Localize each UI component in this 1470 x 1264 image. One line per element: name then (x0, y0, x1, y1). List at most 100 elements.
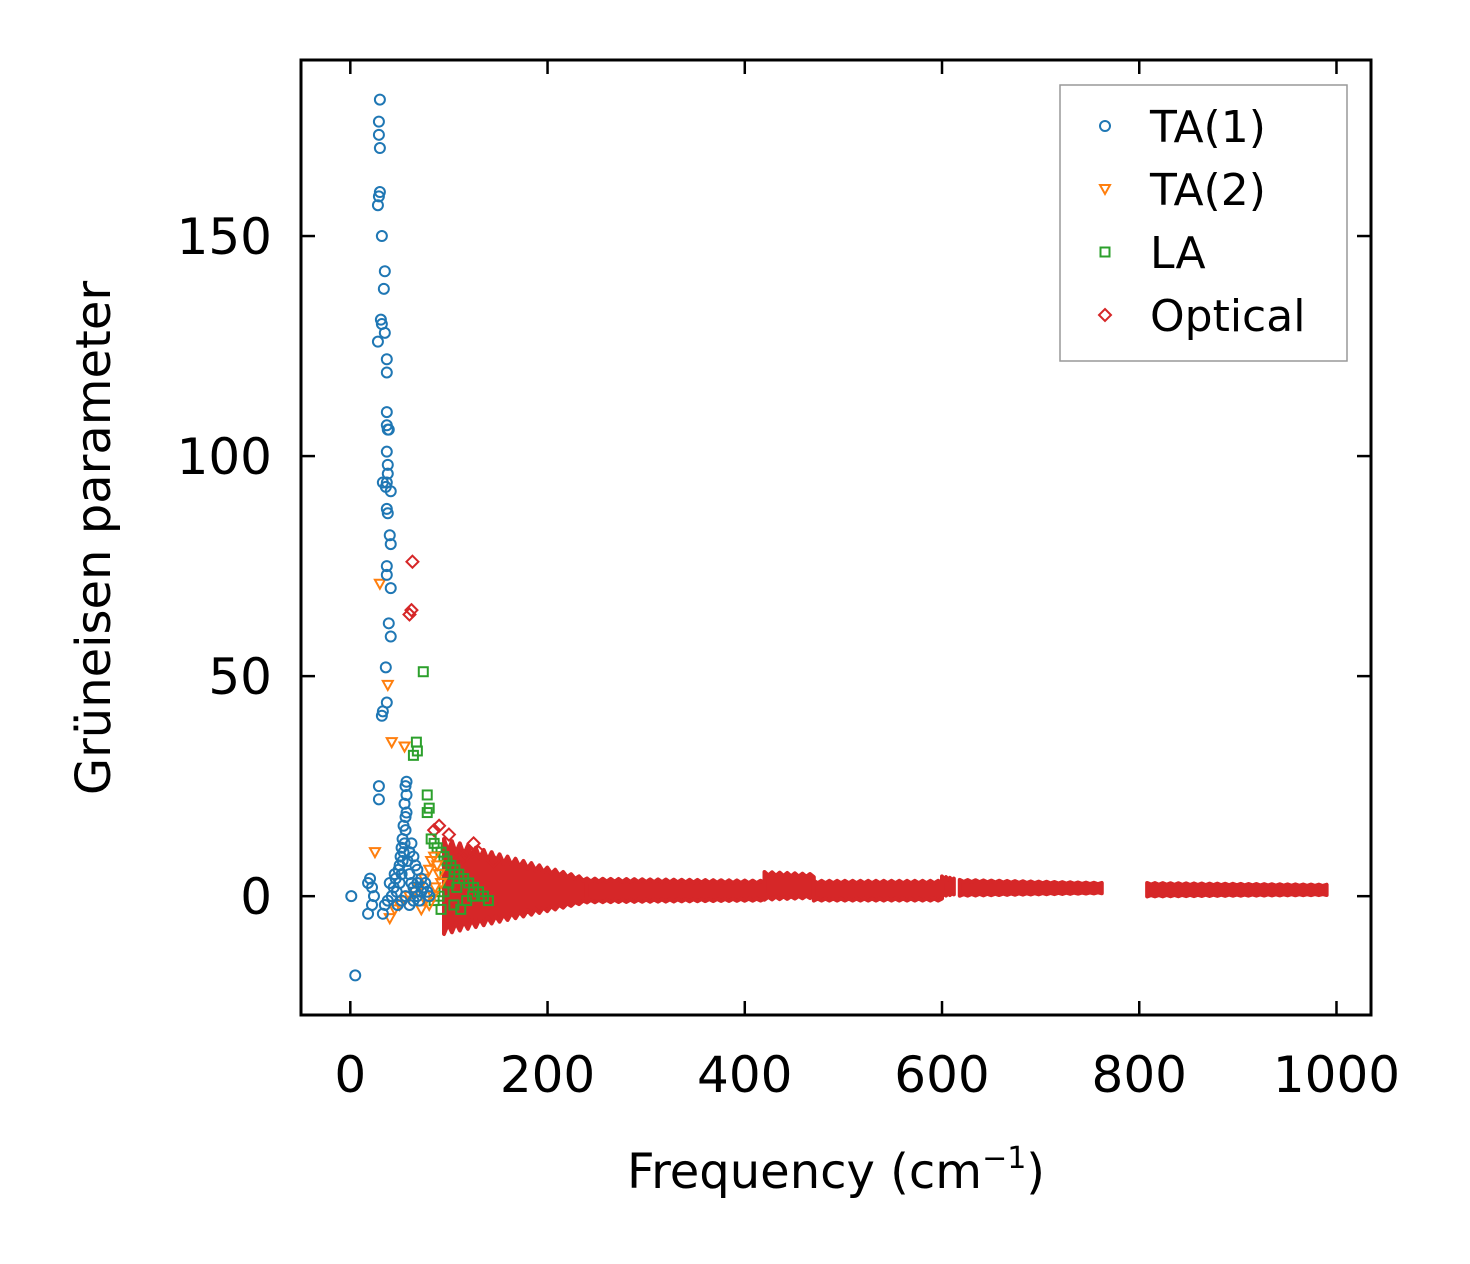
data-point (388, 868, 401, 881)
data-point (451, 881, 463, 893)
data-point (455, 903, 467, 915)
optical-band-1 (584, 876, 767, 905)
optical-band-layer (441, 836, 1329, 937)
data-point (372, 780, 385, 793)
data-point (375, 709, 388, 722)
data-point (371, 199, 384, 212)
x-axis-label-main: Frequency (cm (627, 1144, 982, 1200)
data-point (381, 458, 394, 471)
series-la (407, 666, 494, 915)
legend: TA(1) TA(2) LA Optical (1059, 84, 1348, 362)
data-point (379, 661, 392, 674)
data-point (426, 822, 442, 838)
data-point (441, 827, 457, 842)
data-point (471, 844, 486, 860)
data-point (402, 607, 417, 622)
data-point (427, 851, 441, 864)
data-point (372, 793, 385, 806)
data-point (466, 835, 481, 851)
legend-marker (1099, 246, 1111, 258)
x-tick-label: 600 (894, 1046, 989, 1104)
data-point (372, 190, 385, 203)
y-tick-label: 150 (177, 208, 272, 266)
data-point (407, 894, 420, 907)
x-axis-label-end: ) (1026, 1144, 1045, 1200)
optical-band-4 (940, 874, 956, 899)
data-point (384, 538, 397, 551)
x-tick-label: 400 (697, 1046, 792, 1104)
legend-entry: TA(1) (1099, 102, 1266, 153)
optical-band-3 (811, 878, 945, 903)
data-point (383, 913, 397, 926)
data-point (404, 602, 419, 618)
legend-entry: Optical (1097, 291, 1305, 342)
data-point (371, 335, 384, 348)
data-point (380, 366, 393, 379)
data-point (373, 93, 386, 106)
data-point (421, 789, 433, 801)
data-point (382, 423, 395, 436)
ticks-layer: 0 200 400 600 800 1000 0 50 100 150 (177, 60, 1400, 1104)
x-tick-label: 0 (334, 1046, 366, 1104)
data-point (377, 282, 390, 295)
x-tick-label: 800 (1092, 1046, 1187, 1104)
data-point (381, 507, 394, 520)
data-point (380, 406, 393, 419)
x-tick-label: 1000 (1273, 1046, 1400, 1104)
legend-entry: LA (1099, 228, 1206, 279)
data-point (383, 876, 396, 889)
x-tick-label: 200 (500, 1046, 595, 1104)
plot-frame (299, 58, 1373, 1017)
data-point (435, 903, 447, 915)
data-point (373, 578, 387, 591)
data-point (432, 869, 446, 882)
data-point (428, 882, 442, 895)
data-point (467, 890, 479, 902)
data-point (373, 142, 386, 155)
data-point (421, 807, 433, 819)
data-point (376, 907, 389, 920)
scatter-points-layer (345, 93, 501, 982)
data-point (349, 969, 362, 982)
data-point (380, 353, 393, 366)
data-point (399, 780, 412, 793)
y-tick-label: 0 (240, 868, 272, 926)
y-tick-label: 100 (177, 428, 272, 486)
data-point (417, 666, 429, 678)
data-point (423, 890, 436, 903)
data-point (384, 630, 397, 643)
data-point (345, 890, 358, 903)
data-point (415, 872, 428, 885)
data-point (485, 853, 501, 869)
x-axis-label-superscript: −1 (982, 1141, 1026, 1176)
legend-label: TA(2) (1149, 165, 1266, 216)
data-point (430, 860, 444, 873)
optical-band-5 (957, 877, 1104, 898)
data-point (382, 617, 395, 630)
legend-marker (1097, 307, 1113, 323)
data-point (422, 864, 436, 877)
data-point (375, 230, 388, 243)
data-point (405, 554, 420, 570)
data-point (362, 907, 375, 920)
optical-band-2 (762, 869, 816, 902)
legend-label: Optical (1150, 291, 1305, 342)
legend-marker (1099, 120, 1111, 132)
data-point (380, 560, 393, 573)
data-point (384, 485, 397, 498)
data-point (368, 847, 382, 860)
data-point (378, 326, 391, 339)
data-point (407, 749, 419, 761)
data-point (384, 582, 397, 595)
data-point (372, 128, 385, 141)
legend-entries: TA(1) TA(2) LA Optical (1097, 102, 1305, 342)
legend-marker (1098, 184, 1112, 197)
data-point (385, 737, 399, 750)
optical-band-6 (1145, 880, 1329, 899)
data-point (397, 741, 412, 754)
series-ta-1- (345, 93, 436, 982)
data-point (405, 837, 418, 850)
data-point (381, 467, 394, 480)
data-point (380, 568, 393, 581)
